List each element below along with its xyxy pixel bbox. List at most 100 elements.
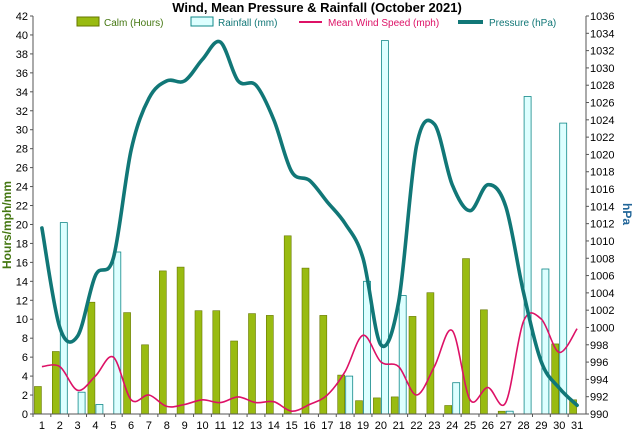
y2-tick-label-1020: 1020 [590,149,614,161]
bar-calm-day-9 [176,266,185,415]
y2-tick-label-1024: 1024 [590,115,614,127]
y2-tick-label-1032: 1032 [590,46,614,58]
y-tick-label-36: 36 [16,68,28,80]
bar-calm-day-14 [265,315,274,415]
x-tick-label-11: 11 [215,420,226,432]
y2-tick-label-996: 996 [590,357,608,369]
x-tick-label-21: 21 [393,420,405,432]
y-tick-label-6: 6 [22,352,28,364]
bar-calm-day-21 [390,396,399,415]
x-tick-label-25: 25 [464,420,476,432]
x-tick-label-13: 13 [250,420,262,432]
y2-axis-label: hPa [620,203,634,225]
x-tick-label-22: 22 [410,420,422,432]
bar-rain-day-21 [398,295,407,415]
y-tick-label-12: 12 [16,295,28,307]
bar-calm-day-26 [480,309,488,415]
y-tick-label-28: 28 [16,144,28,156]
y2-tick-label-1018: 1018 [590,167,614,179]
legend-label-calm: Calm (Hours) [104,18,163,29]
bar-calm-day-16 [301,267,310,415]
bars-layer [34,40,577,415]
x-tick-label-26: 26 [482,420,494,432]
bar-calm-day-4 [87,301,96,415]
x-tick-label-3: 3 [75,420,81,432]
x-tick-label-23: 23 [428,420,440,432]
y-tick-label-16: 16 [16,257,28,269]
y-tick-label-14: 14 [16,276,28,288]
y2-tick-label-1028: 1028 [590,80,614,92]
x-tick-label-24: 24 [446,420,458,432]
y-tick-label-26: 26 [16,163,28,175]
x-tick-label-15: 15 [286,420,298,432]
chart-title: Wind, Mean Pressure & Rainfall (October … [172,0,462,15]
y2-tick-label-1000: 1000 [590,322,614,334]
x-tick-label-5: 5 [110,420,116,432]
y2-tick-label-1008: 1008 [590,253,614,265]
bar-calm-day-12 [230,340,238,415]
bar-calm-day-23 [426,292,435,415]
bar-rain-day-29 [541,268,550,415]
y-tick-label-10: 10 [16,314,28,326]
y2-tick-label-1026: 1026 [590,98,614,110]
y-tick-label-24: 24 [16,182,28,194]
bar-calm-day-20 [373,397,381,415]
y-tick-label-4: 4 [22,371,28,383]
bar-calm-day-13 [248,313,256,415]
bar-calm-day-11 [212,310,221,415]
legend-label-rain: Rainfall (mm) [218,18,277,29]
line-pressure [40,39,579,408]
legend-swatch-rain [190,16,214,27]
bar-calm-day-7 [141,344,149,415]
legend: Calm (Hours) Rainfall (mm) Mean Wind Spe… [76,16,556,29]
line-wind-speed [41,312,578,413]
bar-calm-day-25 [462,258,470,415]
y-tick-label-20: 20 [16,219,28,231]
y-tick-label-30: 30 [16,125,28,137]
x-tick-label-9: 9 [182,420,188,432]
y2-tick-label-1034: 1034 [590,28,614,40]
x-tick-label-14: 14 [268,420,280,432]
x-tick-label-12: 12 [232,420,244,432]
y-tick-label-22: 22 [16,201,28,213]
y2-tick-label-1016: 1016 [590,184,614,196]
x-tick-label-28: 28 [517,420,529,432]
x-tick-label-20: 20 [375,420,387,432]
x-tick-label-7: 7 [146,420,152,432]
bar-rain-day-5 [113,251,122,415]
y2-tick-label-1036: 1036 [590,11,614,23]
y2-tick-label-1030: 1030 [590,63,614,75]
bar-rain-day-18 [345,375,354,415]
x-tick-label-10: 10 [196,420,208,432]
x-tick-label-1: 1 [39,420,45,432]
y2-tick-label-998: 998 [590,340,608,352]
bar-calm-day-15 [283,235,292,415]
bar-rain-day-28 [523,96,532,415]
bar-calm-day-24 [444,405,453,415]
bar-rain-day-30 [559,122,568,415]
x-tick-label-19: 19 [357,420,369,432]
lines-layer [40,39,579,413]
y-tick-label-2: 2 [22,390,28,402]
y-tick-label-32: 32 [16,106,28,118]
x-tick-label-2: 2 [57,420,63,432]
x-tick-label-27: 27 [500,420,512,432]
y2-tick-label-1004: 1004 [590,288,614,300]
bar-calm-day-22 [408,316,417,415]
x-tick-label-4: 4 [92,420,98,432]
y-tick-label-0: 0 [22,409,28,421]
bar-rain-day-20 [380,40,389,415]
bar-rain-day-2 [59,222,68,415]
x-tick-label-30: 30 [553,420,565,432]
x-tick-label-31: 31 [571,420,583,432]
x-tick-label-6: 6 [128,420,134,432]
y-tick-label-18: 18 [16,238,28,250]
y-tick-label-34: 34 [16,87,28,99]
bar-calm-day-2 [51,351,60,415]
y2-tick-label-1014: 1014 [590,201,614,213]
x-tick-label-18: 18 [339,420,351,432]
bar-rain-day-4 [95,404,104,415]
bar-rain-day-3 [77,391,86,415]
y2-tick-label-992: 992 [590,392,608,404]
